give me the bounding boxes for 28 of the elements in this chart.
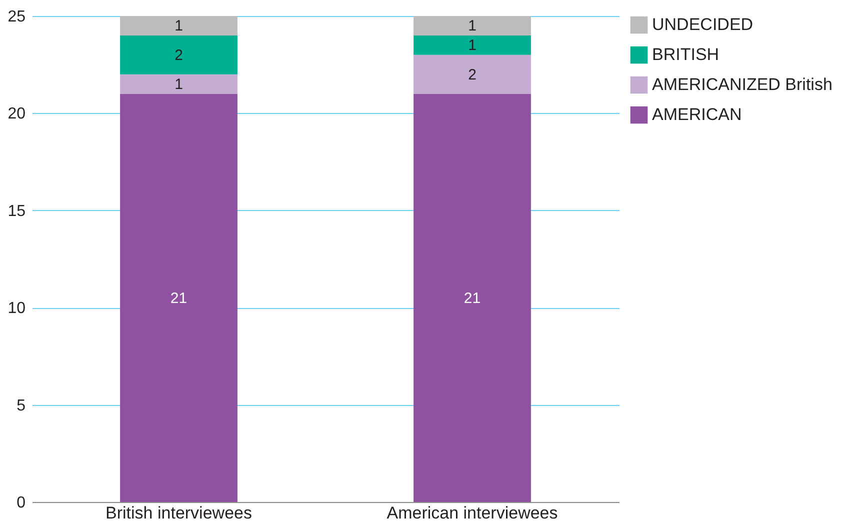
bar [120,35,238,74]
bar [120,74,238,94]
bar [414,54,531,94]
data-label: 1 [174,18,183,35]
data-label: 21 [170,290,188,307]
y-tick-label: 15 [8,202,26,220]
bar [414,94,531,502]
y-tick-label: 10 [8,300,26,318]
legend-label: UNDECIDED [652,15,754,34]
y-tick-label: 5 [16,397,26,414]
data-label: 2 [468,66,476,84]
legend-label: AMERICANIZED British [652,75,832,94]
y-tick-label: 25 [8,8,26,26]
data-label: 1 [468,37,476,54]
data-label: 1 [174,76,183,94]
y-tick-label: 0 [16,494,26,512]
x-tick-label: British interviewees [106,504,252,522]
bar [120,16,238,36]
data-label: 2 [174,46,183,64]
bar [414,16,531,36]
data-label: 1 [468,18,476,35]
legend-label: BRITISH [652,45,720,64]
bar [414,35,531,55]
y-tick-label: 20 [8,106,26,123]
bar [120,94,238,502]
x-tick-label: American interviewees [386,504,558,522]
data-label: 21 [464,290,481,307]
legend-label: AMERICAN [652,105,742,124]
